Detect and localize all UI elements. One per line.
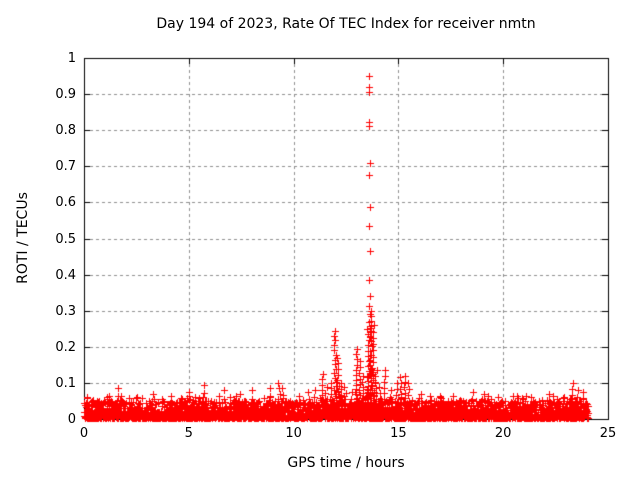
x-axis-label: GPS time / hours — [287, 455, 405, 471]
y-tick-label: 0.5 — [55, 231, 76, 247]
y-tick-label: 1 — [67, 51, 76, 66]
y-tick-label: 0 — [67, 412, 76, 427]
x-tick-label: 5 — [184, 426, 193, 441]
y-tick-label: 0.6 — [55, 195, 76, 211]
y-tick-label: 0.4 — [55, 267, 76, 283]
y-tick-label: 0.1 — [55, 375, 76, 391]
y-tick-label: 0.7 — [55, 159, 76, 175]
x-tick-label: 20 — [494, 426, 512, 441]
y-tick-label: 0.3 — [55, 303, 76, 319]
x-tick-label: 15 — [390, 426, 407, 441]
x-tick-label: 10 — [285, 426, 302, 441]
y-tick-label: 0.9 — [55, 87, 76, 103]
x-tick-label: 0 — [79, 426, 89, 441]
y-tick-label: 0.8 — [55, 123, 76, 139]
chart-title: Day 194 of 2023, Rate Of TEC Index for r… — [156, 16, 536, 32]
y-tick-label: 0.2 — [55, 339, 76, 355]
x-tick-label: 25 — [599, 426, 617, 441]
